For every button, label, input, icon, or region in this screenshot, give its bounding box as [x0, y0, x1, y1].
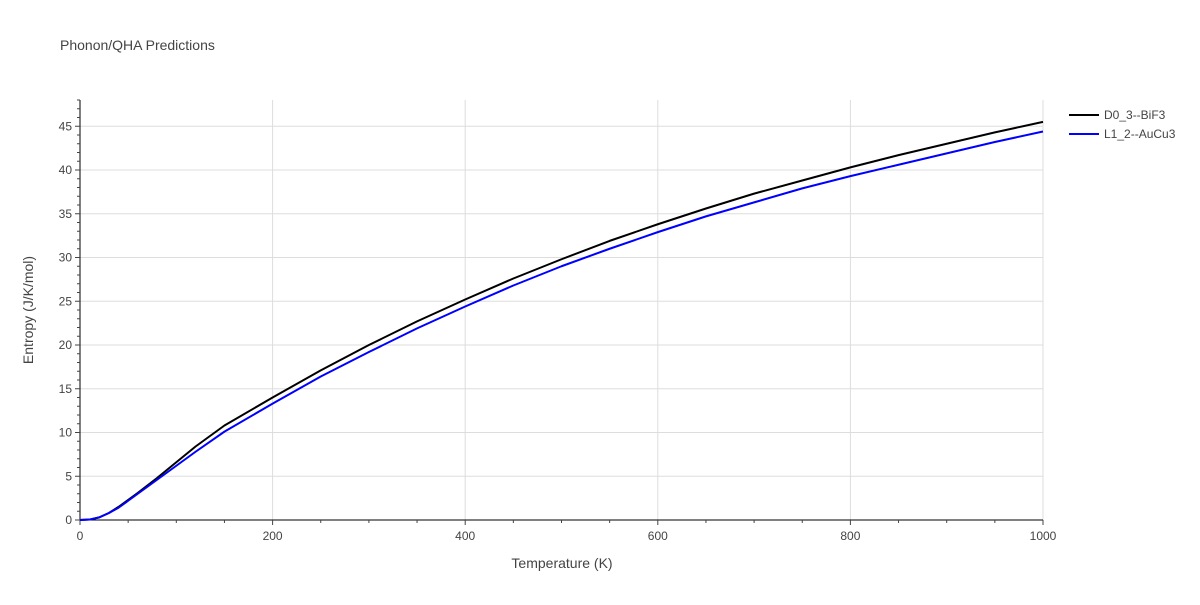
- y-tick-label: 40: [59, 163, 73, 177]
- x-tick-label: 0: [77, 529, 84, 543]
- y-tick-label: 30: [59, 251, 73, 265]
- y-tick-label: 5: [65, 469, 72, 483]
- x-tick-label: 800: [840, 529, 860, 543]
- legend-label: L1_2--AuCu3: [1104, 127, 1176, 141]
- axes-layer: 0 5 10 15 20 25 30 35 40 45 0 200 400 600 800 1000: [59, 99, 1057, 543]
- series-line-1: [79, 120, 1044, 521]
- y-tick-label: 20: [59, 338, 73, 352]
- y-tick-label: 35: [59, 207, 73, 221]
- y-tick-label: 25: [59, 294, 73, 308]
- series-layer: [79, 120, 1044, 521]
- x-tick-label: 600: [648, 529, 668, 543]
- x-tick-label: 400: [455, 529, 475, 543]
- y-tick-label: 0: [65, 513, 72, 527]
- grid-layer: [80, 100, 1044, 520]
- series-line-2: [79, 130, 1044, 521]
- chart-title: Phonon/QHA Predictions: [60, 37, 215, 53]
- y-tick-label: 15: [59, 382, 73, 396]
- y-tick-label: 10: [59, 426, 73, 440]
- x-tick-label: 200: [263, 529, 283, 543]
- x-axis-title: Temperature (K): [511, 555, 612, 571]
- y-tick-label: 45: [59, 119, 73, 133]
- legend-item[interactable]: D0_3--BiF3: [1069, 108, 1166, 122]
- legend-item[interactable]: L1_2--AuCu3: [1069, 127, 1176, 141]
- legend-label: D0_3--BiF3: [1104, 108, 1166, 122]
- y-axis-title: Entropy (J/K/mol): [20, 256, 36, 364]
- x-tick-label: 1000: [1030, 529, 1057, 543]
- legend[interactable]: D0_3--BiF3 L1_2--AuCu3: [1069, 108, 1176, 141]
